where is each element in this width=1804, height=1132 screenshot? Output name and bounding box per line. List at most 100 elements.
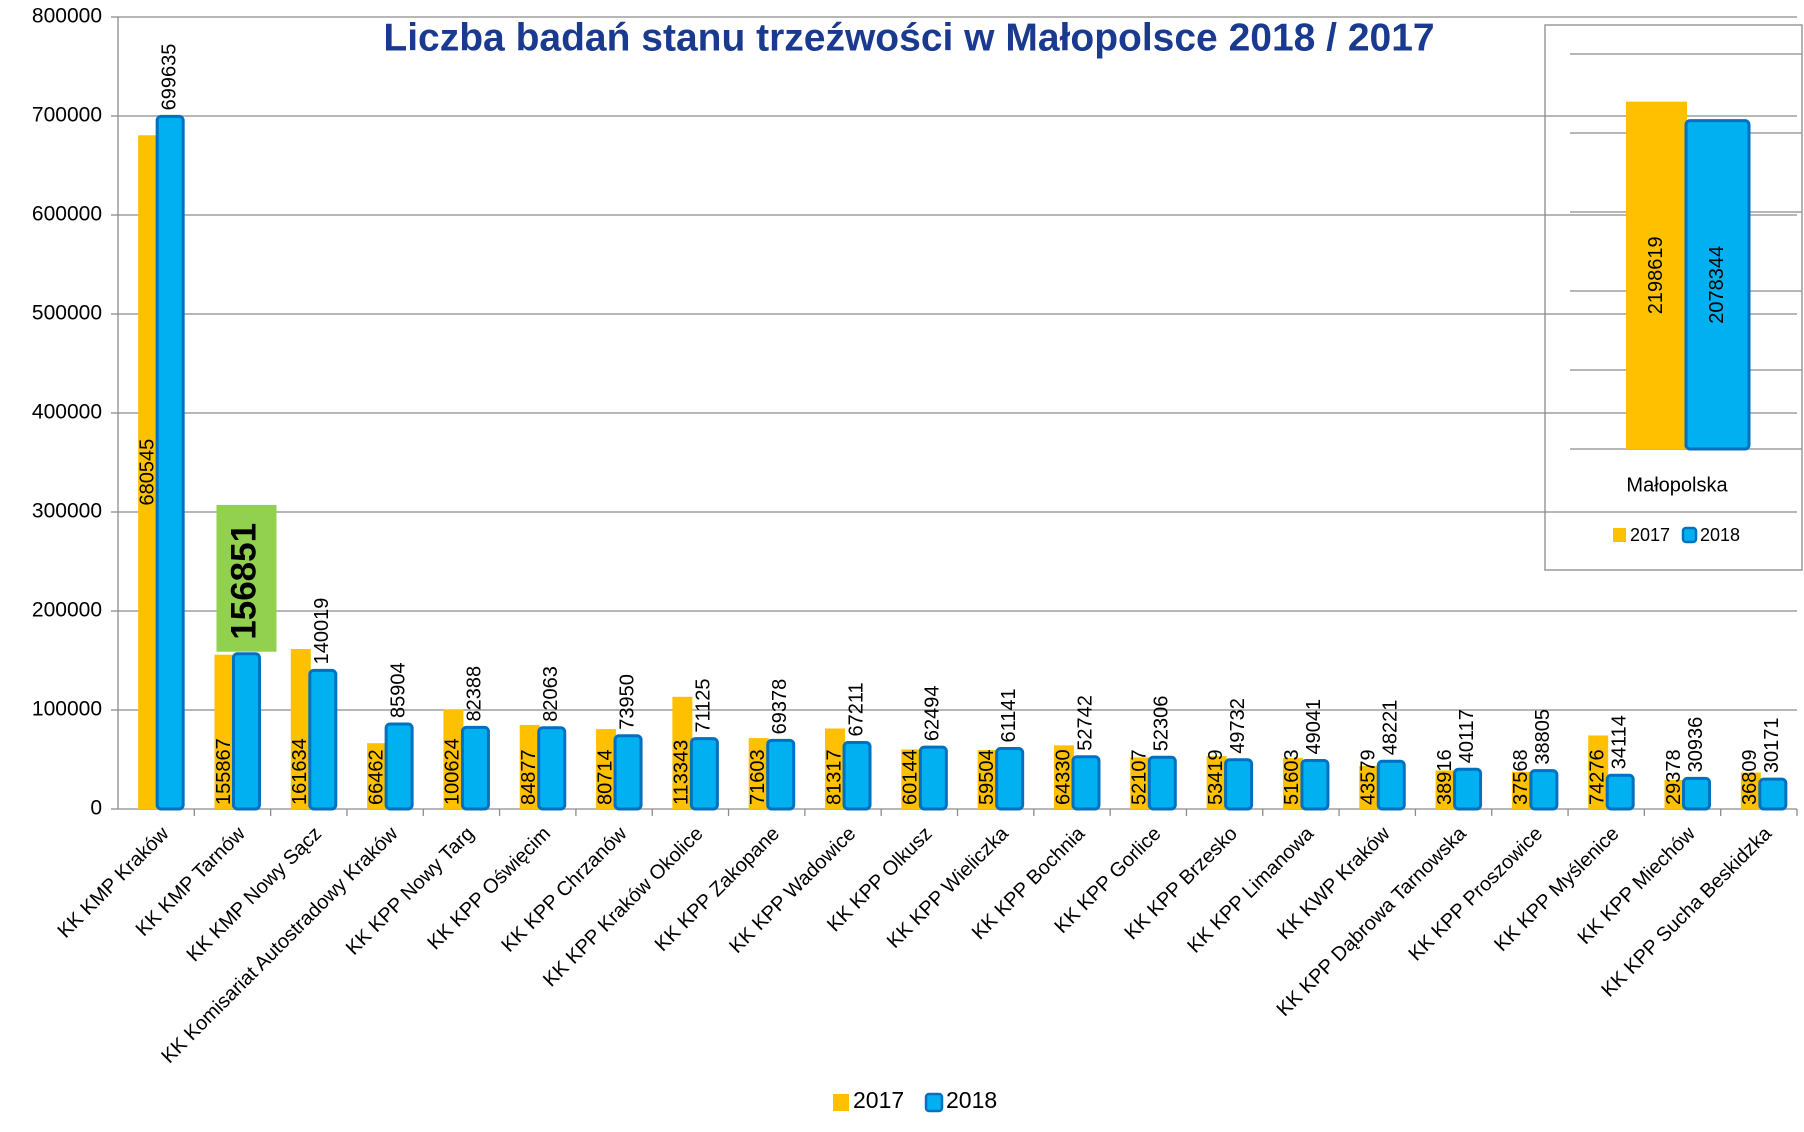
legend-swatch: [924, 1092, 944, 1113]
value-label: 64330: [1052, 749, 1074, 805]
value-label: 30171: [1761, 718, 1783, 774]
value-label: 67211: [845, 682, 867, 736]
legend-label: 2018: [1700, 525, 1740, 545]
value-label: 69378: [769, 679, 791, 735]
bar: [1376, 759, 1406, 811]
value-label: 59504: [976, 749, 998, 805]
legend-swatch: [833, 1094, 849, 1111]
bar: [443, 709, 464, 809]
value-label: 29378: [1663, 749, 1685, 805]
y-tick-label: 100000: [32, 698, 102, 721]
x-tick-label: KK KPP Proszowice: [1405, 823, 1548, 966]
value-label: 49041: [1303, 699, 1325, 755]
value-label: 161634: [289, 738, 311, 805]
y-tick-label: 500000: [32, 302, 102, 325]
value-label: 43579: [1358, 749, 1380, 805]
value-label: 71125: [693, 678, 715, 732]
value-label: 60144: [900, 749, 922, 805]
legend-swatch: [1681, 526, 1698, 544]
value-label: 85904: [387, 662, 409, 718]
bar: [596, 729, 617, 809]
legend-label: 2017: [1630, 525, 1670, 545]
highlight-box: [216, 504, 277, 652]
value-label: 48221: [1380, 700, 1402, 756]
value-label: 53419: [1205, 749, 1227, 805]
bar: [825, 728, 846, 809]
y-tick-label: 800000: [32, 5, 102, 28]
value-label: 140019: [311, 598, 333, 665]
bar: [1300, 758, 1330, 811]
value-label: 62494: [922, 686, 944, 742]
value-label: 699635: [158, 44, 180, 111]
value-label: 40117: [1456, 709, 1478, 763]
bar: [613, 734, 643, 811]
x-tick-label: Małopolska: [1626, 474, 1728, 496]
value-label: 52742: [1074, 695, 1096, 751]
bar: [367, 743, 388, 809]
value-label: 84877: [518, 749, 540, 805]
x-tick-label: KK KPP Limanowa: [1183, 822, 1318, 957]
value-label: 52306: [1151, 696, 1173, 752]
value-label: 74276: [1586, 749, 1608, 805]
x-tick-label: KK KMP Nowy Sącz: [183, 823, 326, 966]
value-label: 66462: [365, 749, 387, 805]
value-label: 49732: [1227, 698, 1249, 754]
y-tick-label: 400000: [32, 401, 102, 424]
value-label: 30936: [1685, 717, 1707, 773]
bar: [138, 135, 159, 810]
bar: [1359, 765, 1380, 809]
bar: [1130, 757, 1151, 809]
x-tick-label: KK KPP Chrzanów: [497, 822, 631, 956]
value-label: 61141: [998, 688, 1020, 742]
bar: [1664, 779, 1685, 809]
value-label: 2078344: [1706, 246, 1728, 324]
highlight-label: 156851: [225, 523, 264, 640]
bar: [1053, 745, 1074, 809]
value-label: 100624: [442, 738, 464, 805]
bar: [842, 740, 872, 811]
y-tick-label: 300000: [32, 500, 102, 523]
x-tick-label: KK KPP Kraków Okolice: [539, 823, 708, 992]
y-tick-label: 600000: [32, 203, 102, 226]
bar: [460, 725, 490, 811]
bar: [766, 738, 796, 811]
y-tick-label: 0: [90, 797, 102, 820]
value-label: 37568: [1510, 749, 1532, 805]
bar: [519, 724, 540, 809]
value-label: 38916: [1434, 749, 1456, 805]
bar: [384, 722, 414, 811]
bar: [1206, 756, 1227, 809]
bar: [537, 726, 567, 811]
value-label: 71603: [747, 749, 769, 805]
value-label: 155867: [213, 738, 235, 805]
bar: [1626, 101, 1687, 449]
y-tick-label: 700000: [32, 104, 102, 127]
value-label: 113343: [671, 740, 693, 805]
bar: [1224, 758, 1254, 811]
bar: [901, 749, 922, 809]
bar: [689, 737, 719, 811]
bar: [1740, 772, 1761, 809]
value-label: 82063: [540, 666, 562, 722]
bar: [1588, 735, 1609, 809]
value-label: 38805: [1532, 709, 1554, 765]
y-tick-label: 200000: [32, 599, 102, 622]
value-label: 34114: [1608, 715, 1630, 769]
bar: [1435, 770, 1456, 809]
value-label: 82388: [464, 666, 486, 722]
bar: [155, 114, 185, 811]
bar: [1511, 771, 1532, 809]
bar: [1758, 777, 1788, 811]
chart-title: Liczba badań stanu trzeźwości w Małopols…: [383, 16, 1434, 59]
bar: [1147, 755, 1177, 811]
value-label: 51603: [1281, 749, 1303, 805]
value-label: 2198619: [1645, 236, 1667, 314]
bar: [672, 696, 693, 809]
bar: [308, 668, 338, 811]
value-label: 73950: [616, 674, 638, 730]
bar: [1071, 755, 1101, 811]
bar: [231, 652, 261, 811]
bar: [1682, 776, 1712, 811]
value-label: 80714: [594, 749, 616, 805]
